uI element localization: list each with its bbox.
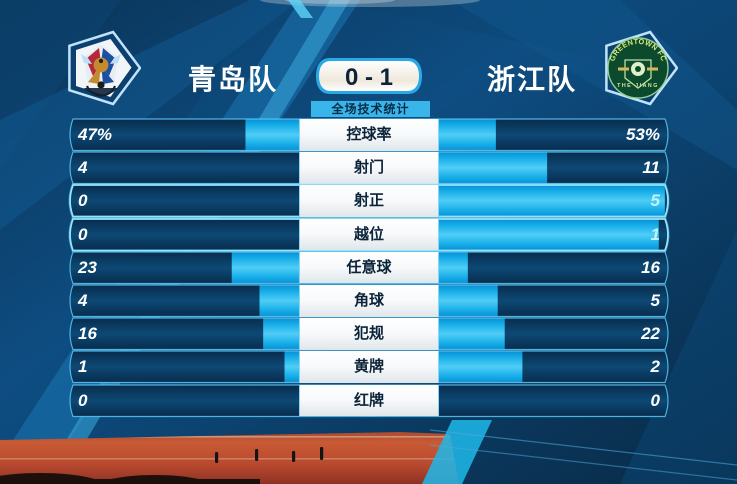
svg-text:THE JIANG: THE JIANG xyxy=(617,83,659,89)
svg-text:0 - 1: 0 - 1 xyxy=(345,64,393,91)
